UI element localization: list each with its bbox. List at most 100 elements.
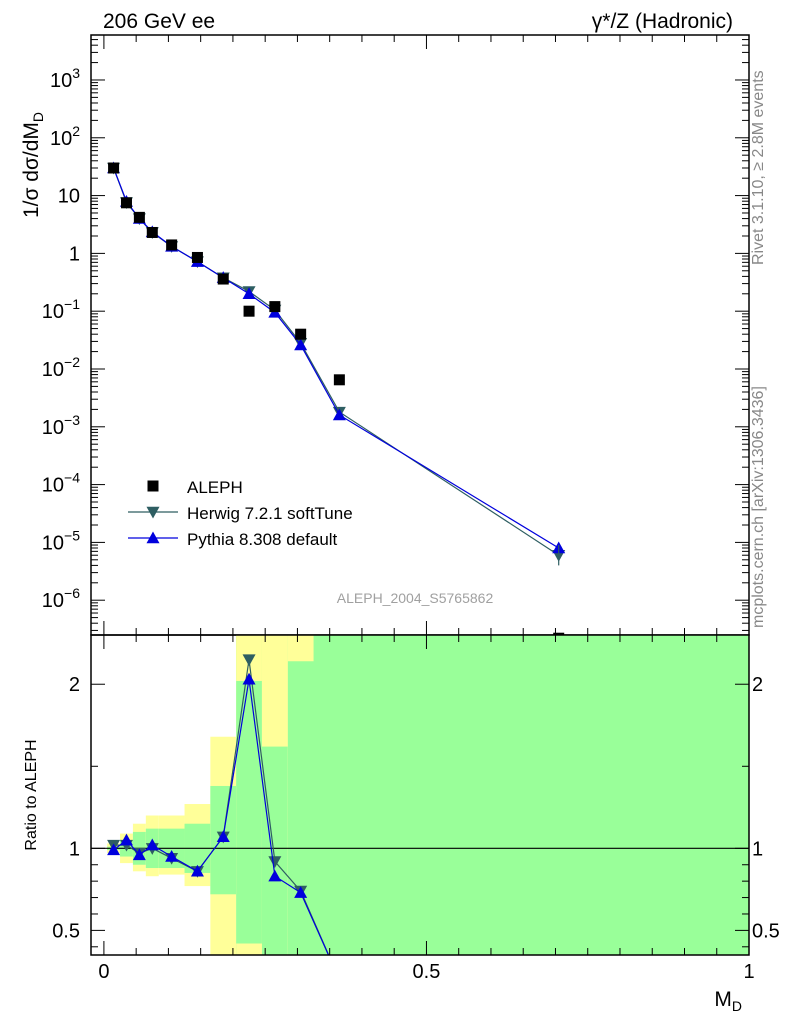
- ratio-y-tick-label-right: 2: [752, 674, 763, 696]
- y-tick-label-base: 10: [42, 532, 64, 554]
- legend-marker: [147, 480, 159, 492]
- data-point: [120, 197, 132, 209]
- ratio-y-tick-label-right: 1: [752, 838, 763, 860]
- series-square: [108, 162, 565, 644]
- legend-label: Pythia 8.308 default: [187, 530, 338, 549]
- x-tick-label: 0.5: [413, 961, 441, 983]
- data-point: [243, 305, 255, 317]
- ratio-data-point: [333, 973, 346, 985]
- series-line: [113, 167, 560, 549]
- data-point: [295, 328, 307, 340]
- y-tick-label: 10−5: [42, 527, 80, 554]
- y-tick-label: 10−6: [42, 585, 80, 612]
- ratio-y-axis-label: Ratio to ALEPH: [23, 739, 40, 850]
- main-x-ticks: [103, 35, 750, 635]
- ratio-data-point: [165, 850, 179, 862]
- ratio-y-tick-label-left: 1: [69, 838, 80, 860]
- legend: ALEPH Herwig 7.2.1 softTune Pythia 8.308 d…: [128, 478, 353, 549]
- ratio-data-point: [268, 856, 282, 868]
- ratio-band-outer: [236, 943, 262, 955]
- x-axis: 0 0.5 1: [98, 635, 755, 983]
- y-axis-label-subscript: D: [30, 112, 46, 122]
- data-point: [294, 338, 308, 351]
- data-point: [217, 273, 229, 285]
- y-tick-label: 1: [69, 243, 80, 265]
- y-tick-label-base: 10: [58, 186, 80, 208]
- y-tick-label-exponent: −2: [64, 354, 80, 370]
- x-axis-label-subscript: D: [732, 998, 742, 1014]
- y-tick-label-base: 10: [50, 70, 72, 92]
- ratio-band-outer: [287, 635, 314, 662]
- y-tick-label-base: 10: [42, 417, 64, 439]
- series-line: [113, 167, 560, 556]
- y-tick-label: 102: [50, 123, 80, 150]
- data-point: [242, 287, 256, 299]
- y-tick-label: 10−1: [42, 296, 80, 323]
- legend-marker: [146, 531, 160, 544]
- ratio-panel: 0.5 0.51 12 2 0 0.5 1: [52, 634, 780, 986]
- data-point: [191, 251, 203, 263]
- y-tick-label: 10: [58, 186, 80, 208]
- y-tick-label-base: 10: [50, 128, 72, 150]
- mcplots-credit-label: mcplots.cern.ch [arXiv:1306.3436]: [750, 386, 767, 628]
- y-tick-label-base: 1: [69, 243, 80, 265]
- ratio-data-point: [294, 886, 308, 898]
- y-tick-label-base: 10: [42, 359, 64, 381]
- ratio-data-point: [107, 843, 121, 856]
- ratio-y-tick-label-left: 0.5: [52, 920, 80, 942]
- x-axis-label: MD: [714, 988, 742, 1014]
- legend-marker: [146, 506, 160, 519]
- series-triangle-up: [107, 161, 566, 554]
- data-point: [166, 239, 178, 251]
- ratio-band-inner: [287, 635, 749, 955]
- data-point: [108, 162, 120, 174]
- y-tick-label: 103: [50, 65, 80, 92]
- ratio-series: [107, 654, 346, 986]
- data-point: [332, 408, 346, 421]
- ratio-data-point: [333, 974, 346, 986]
- y-tick-label-exponent: −6: [64, 585, 80, 601]
- y-tick-label-exponent: −3: [64, 412, 80, 428]
- ratio-data-point: [132, 848, 146, 861]
- y-tick-label-exponent: 2: [72, 123, 80, 139]
- y-tick-label: 10−2: [42, 354, 80, 381]
- ratio-band-outer: [261, 635, 288, 747]
- y-tick-label: 10−3: [42, 412, 80, 439]
- ratio-y-tick-label-left: 2: [69, 674, 80, 696]
- y-tick-label-exponent: −1: [64, 296, 80, 312]
- ratio-band-inner: [236, 635, 262, 955]
- ratio-series-group: [107, 654, 346, 986]
- data-point: [146, 226, 158, 238]
- ratio-y-axis: 0.5 0.5 1 1 2 2: [52, 674, 780, 948]
- data-point: [269, 301, 281, 313]
- y-tick-label-exponent: 3: [72, 65, 80, 81]
- legend-label: Herwig 7.2.1 softTune: [187, 504, 353, 523]
- legend-label: ALEPH: [187, 478, 243, 497]
- analysis-tag: ALEPH_2004_S5765862: [337, 590, 494, 606]
- title-right: γ*/Z (Hadronic): [592, 10, 733, 33]
- ratio-data-point: [119, 833, 133, 846]
- ratio-data-point: [268, 869, 282, 882]
- y-tick-label: 10−4: [42, 470, 80, 497]
- ratio-data-point: [145, 838, 159, 851]
- y-tick-label-exponent: −4: [64, 470, 80, 486]
- y-tick-label-base: 10: [42, 475, 64, 497]
- ratio-data-point: [190, 864, 204, 877]
- ratio-data-point: [242, 672, 256, 685]
- rivet-version-label: Rivet 3.1.10, ≥ 2.8M events: [750, 70, 767, 265]
- title-left: 206 GeV ee: [103, 10, 215, 33]
- y-tick-label-exponent: −5: [64, 527, 80, 543]
- series-triangle-down: [107, 162, 566, 562]
- y-tick-label-base: 10: [42, 590, 64, 612]
- ratio-data-point: [242, 654, 256, 667]
- x-tick-label: 0: [98, 961, 109, 983]
- ratio-frame: [90, 634, 750, 956]
- main-series: [107, 161, 566, 644]
- data-point: [333, 374, 345, 386]
- ratio-uncertainty-bands: [107, 635, 749, 955]
- x-tick-label: 1: [743, 961, 754, 983]
- ratio-y-tick-label-right: 0.5: [752, 920, 780, 942]
